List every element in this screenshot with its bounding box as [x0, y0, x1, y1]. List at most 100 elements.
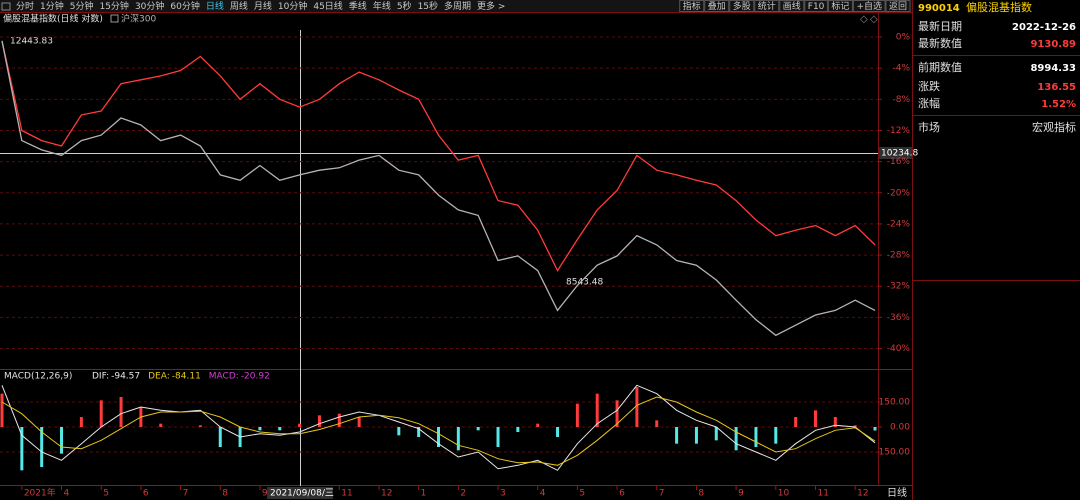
macd-bar — [774, 427, 778, 444]
macd-bar — [536, 423, 540, 427]
tool-button[interactable]: 指标 — [683, 0, 701, 12]
x-tick-label: 11 — [341, 489, 352, 499]
info-value: 136.55 — [1037, 82, 1076, 93]
info-value: 2022-12-26 — [1012, 22, 1076, 33]
price-line — [1, 40, 876, 272]
macd-bar — [615, 400, 619, 427]
macd-legend-name: DIF: — [92, 372, 109, 382]
y-tick-label: -12% — [887, 126, 911, 136]
info-label: 前期数值 — [918, 60, 962, 74]
period-tab[interactable]: 日线 — [206, 0, 224, 12]
period-tab[interactable]: 季线 — [349, 0, 367, 12]
x-tick-label: 7 — [183, 489, 189, 499]
macd-bar — [496, 427, 500, 447]
x-tick-label: 3 — [500, 489, 506, 499]
tool-button-frame[interactable] — [704, 0, 730, 12]
y-tick-label: -28% — [887, 251, 911, 261]
macd-bar — [575, 403, 579, 427]
x-tick-label: 8 — [222, 489, 228, 499]
period-tab[interactable]: 30分钟 — [135, 0, 164, 12]
period-tab[interactable]: 年线 — [373, 0, 391, 12]
macd-bar — [476, 427, 480, 431]
tool-button-frame[interactable] — [852, 0, 886, 12]
macd-bar — [218, 427, 222, 447]
y-tick-label: -8% — [892, 95, 910, 105]
macd-legend-value: -20.92 — [241, 372, 270, 382]
tool-button[interactable]: 标记 — [831, 0, 849, 12]
macd-bar — [357, 417, 361, 427]
tool-button[interactable]: +自选 — [856, 0, 882, 12]
macd-bar — [298, 423, 302, 427]
period-label: 日线 — [887, 486, 907, 499]
period-tab[interactable]: 分时 — [16, 0, 34, 12]
period-tab[interactable]: 60分钟 — [170, 0, 199, 12]
period-tab[interactable]: 5秒 — [397, 0, 412, 12]
tool-button[interactable]: F10 — [808, 2, 825, 12]
chart-icon[interactable]: ◇ — [860, 14, 868, 25]
period-tab[interactable]: 10分钟 — [278, 0, 307, 12]
info-value: 1.52% — [1041, 99, 1076, 110]
macd-bar — [397, 427, 401, 436]
macd-bar — [337, 413, 341, 427]
period-tab[interactable]: 月线 — [254, 0, 272, 12]
macd-bar — [258, 427, 262, 431]
y-tick-label: -150.00 — [875, 448, 910, 458]
annotation-low: 8543.48 — [566, 278, 603, 288]
period-tab[interactable]: 周线 — [230, 0, 248, 12]
x-tick-label: 9 — [738, 489, 744, 499]
toolbar-bg — [0, 0, 912, 12]
legend-icon — [110, 14, 119, 23]
y-tick-label: -32% — [887, 282, 911, 292]
info-label: 最新日期 — [918, 19, 962, 33]
period-tab[interactable]: 5分钟 — [70, 0, 94, 12]
tool-button[interactable]: 多股 — [733, 0, 751, 12]
tool-button-frame[interactable] — [779, 0, 805, 12]
market-value: 宏观指标 — [1032, 120, 1076, 134]
period-tab[interactable]: 1分钟 — [40, 0, 64, 12]
tool-button[interactable]: 叠加 — [708, 1, 726, 12]
macd-bar — [556, 427, 560, 437]
x-tick-label: 2021年 — [24, 487, 56, 499]
macd-line — [1, 396, 876, 466]
y-tick-label: -24% — [887, 219, 911, 229]
macd-bar — [99, 400, 103, 427]
crosshair-date-box — [267, 487, 333, 499]
x-tick-label: 10 — [778, 489, 790, 499]
period-tab[interactable]: 多周期 — [444, 0, 471, 12]
macd-line — [1, 384, 876, 471]
chart-icon[interactable]: ◇ — [870, 14, 878, 25]
macd-bar — [694, 427, 698, 444]
macd-legend-value: -94.57 — [111, 372, 140, 382]
macd-bar — [595, 393, 599, 427]
macd-bar — [675, 427, 679, 444]
x-tick-label: 4 — [540, 489, 546, 499]
tool-button-frame[interactable] — [885, 0, 911, 12]
market-label: 市场 — [918, 120, 940, 134]
macd-bar — [655, 420, 659, 427]
macd-bar — [20, 427, 24, 471]
tool-button-frame[interactable] — [729, 0, 755, 12]
x-tick-label: 2 — [460, 489, 466, 499]
tool-button[interactable]: 统计 — [758, 0, 776, 12]
crosshair-value-box — [879, 147, 912, 159]
macd-legend-name: MACD: — [209, 372, 239, 382]
side-code: 990014 — [918, 3, 960, 14]
tool-button-frame[interactable] — [754, 0, 780, 12]
x-tick-label: 1 — [421, 489, 427, 499]
toolbar-icon[interactable] — [1, 2, 11, 11]
macd-bar — [60, 427, 64, 454]
tool-button-frame[interactable] — [804, 0, 828, 12]
tool-button[interactable]: 返回 — [889, 0, 907, 12]
period-tab[interactable]: 15秒 — [418, 0, 438, 12]
tool-button-frame[interactable] — [827, 0, 853, 12]
tool-button[interactable]: 画线 — [783, 0, 801, 12]
y-tick-label: -4% — [892, 64, 910, 74]
period-tab[interactable]: 更多 > — [477, 0, 505, 12]
macd-bar — [456, 427, 460, 451]
x-tick-label: 6 — [619, 489, 625, 499]
period-tab[interactable]: 45日线 — [313, 0, 342, 12]
x-tick-label: 7 — [659, 489, 665, 499]
period-tab[interactable]: 15分钟 — [99, 0, 128, 12]
tool-button-frame[interactable] — [679, 0, 705, 12]
